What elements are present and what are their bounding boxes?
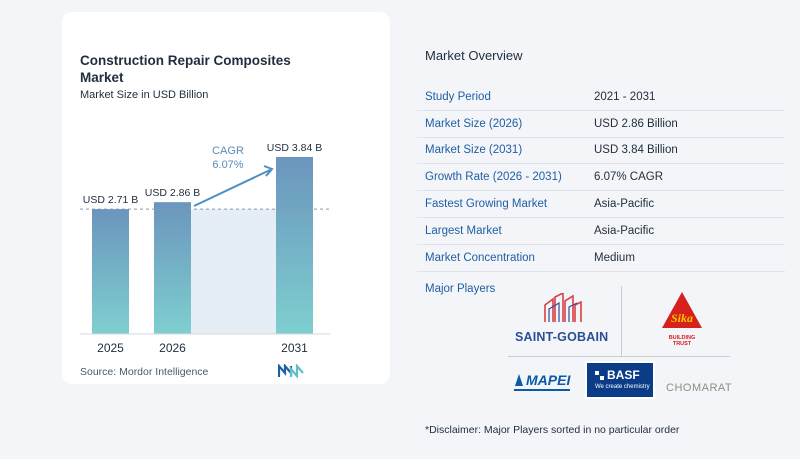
overview-value: USD 2.86 Billion (594, 117, 678, 130)
overview-label: Fastest Growing Market (425, 198, 548, 211)
mordor-intelligence-logo-icon (278, 364, 304, 378)
chart-title: Construction Repair Composites Market (80, 53, 291, 85)
overview-value: 6.07% CAGR (594, 171, 664, 184)
overview-label: Market Size (2031) (425, 144, 523, 157)
x-tick-label-2025: 2025 (97, 341, 124, 355)
overview-value: 2021 - 2031 (594, 90, 656, 103)
market-overview-table: Study Period 2021 - 2031 Market Size (202… (417, 84, 785, 272)
sika-tagline: BUILDING TRUST (668, 335, 696, 347)
x-tick-label-2031: 2031 (281, 341, 308, 355)
data-label-2031: USD 3.84 B (267, 142, 322, 154)
basf-square-icon (595, 370, 604, 380)
overview-label: Market Concentration (425, 251, 535, 264)
overview-label: Study Period (425, 90, 491, 103)
overview-value: Asia-Pacific (594, 198, 655, 211)
cagr-arrow (193, 169, 271, 207)
major-players-title: Major Players (425, 283, 496, 295)
mapei-underline (514, 389, 570, 391)
sika-logo: Sika BUILDING TRUST (660, 290, 706, 347)
overview-row: Market Concentration Medium (417, 245, 785, 272)
overview-row: Growth Rate (2026 - 2031) 6.07% CAGR (417, 164, 785, 192)
growth-band (191, 209, 276, 334)
saint-gobain-logo: SAINT-GOBAIN (515, 291, 613, 345)
saint-gobain-building-icon (544, 291, 582, 322)
sika-triangle-icon: Sika (662, 292, 702, 328)
basf-logo: BASF We create chemistry (585, 361, 655, 399)
overview-row: Study Period 2021 - 2031 (417, 84, 785, 111)
chomarat-logo: CHOMARAT (666, 378, 733, 394)
overview-value: USD 3.84 Billion (594, 144, 678, 157)
overview-label: Growth Rate (2026 - 2031) (425, 171, 562, 184)
players-divider (621, 286, 622, 356)
overview-label: Market Size (2026) (425, 117, 523, 130)
basf-wordmark: BASF (607, 368, 640, 382)
mapei-logo: MAPEI (514, 372, 576, 394)
overview-row: Largest Market Asia-Pacific (417, 218, 785, 245)
overview-row: Market Size (2031) USD 3.84 Billion (417, 138, 785, 165)
overview-row: Market Size (2026) USD 2.86 Billion (417, 111, 785, 138)
basf-tagline: We create chemistry (595, 384, 650, 390)
data-label-2026: USD 2.86 B (145, 187, 200, 199)
x-tick-label-2026: 2026 (159, 341, 186, 355)
disclaimer: *Disclaimer: Major Players sorted in no … (425, 424, 680, 436)
bar-2025 (92, 209, 129, 334)
market-overview-title: Market Overview (425, 48, 523, 63)
cagr-value: 6.07% (212, 159, 243, 171)
bar-chart: USD 2.71 B USD 2.86 B USD 3.84 B 2025 2026 20… (80, 142, 330, 355)
data-label-2025: USD 2.71 B (83, 194, 138, 206)
overview-label: Largest Market (425, 224, 502, 237)
chomarat-wordmark: CHOMARAT (666, 382, 733, 394)
overview-value: Medium (594, 251, 635, 264)
cagr-arrowhead-icon (263, 165, 274, 177)
chart-subtitle: Market Size in USD Billion (80, 89, 209, 101)
bar-2031 (276, 157, 313, 334)
bar-2026 (154, 202, 191, 334)
overview-value: Asia-Pacific (594, 224, 655, 237)
sika-wordmark: Sika (671, 311, 693, 325)
source-note: Source: Mordor Intelligence (80, 366, 209, 378)
players-divider (508, 356, 730, 357)
overview-row: Fastest Growing Market Asia-Pacific (417, 191, 785, 218)
mapei-wordmark: MAPEI (526, 372, 571, 388)
saint-gobain-wordmark: SAINT-GOBAIN (515, 330, 609, 344)
cagr-label: CAGR (212, 145, 244, 157)
mapei-mark-icon (515, 374, 523, 386)
